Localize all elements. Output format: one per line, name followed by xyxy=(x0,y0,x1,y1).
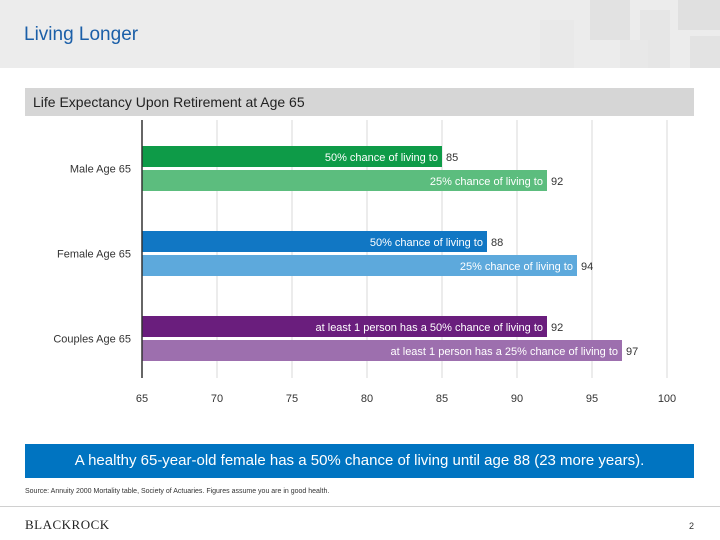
chart-subtitle-bar: Life Expectancy Upon Retirement at Age 6… xyxy=(25,88,694,116)
life-expectancy-chart: Male Age 65 50% chance of living to 85 25% … xyxy=(53,120,676,405)
category-label: Male Age 65 xyxy=(70,164,131,176)
bar xyxy=(142,231,487,252)
bar-label: at least 1 person has a 25% chance of li… xyxy=(391,346,618,358)
bar-value-label: 85 xyxy=(446,152,458,164)
blackrock-logo: BLACKROCK xyxy=(25,517,110,532)
bar-label: at least 1 person has a 50% chance of li… xyxy=(316,322,543,334)
x-tick-label: 75 xyxy=(286,393,298,405)
bar xyxy=(142,316,547,337)
chart-subtitle: Life Expectancy Upon Retirement at Age 6… xyxy=(33,94,305,110)
bar xyxy=(142,170,547,191)
footer-divider xyxy=(0,506,720,507)
decorative-pattern xyxy=(540,0,720,68)
bar xyxy=(142,340,622,361)
x-tick-label: 95 xyxy=(586,393,598,405)
bar-value-label: 92 xyxy=(551,176,563,188)
x-tick-label: 100 xyxy=(658,393,676,405)
bar-label: 25% chance of living to xyxy=(460,261,573,273)
callout-banner: A healthy 65-year-old female has a 50% c… xyxy=(25,444,694,478)
x-tick-label: 65 xyxy=(136,393,148,405)
header: Living Longer xyxy=(0,0,720,68)
bar-value-label: 97 xyxy=(626,346,638,358)
bar-value-label: 88 xyxy=(491,237,503,249)
bar-label: 25% chance of living to xyxy=(430,176,543,188)
category-label: Couples Age 65 xyxy=(53,334,131,346)
bar-label: 50% chance of living to xyxy=(370,237,483,249)
category-label: Female Age 65 xyxy=(57,249,131,261)
page-number: 2 xyxy=(688,521,694,531)
page-title: Living Longer xyxy=(24,24,139,45)
x-tick-label: 85 xyxy=(436,393,448,405)
bar xyxy=(142,146,442,167)
x-tick-label: 80 xyxy=(361,393,373,405)
bar-value-label: 94 xyxy=(581,261,593,273)
bar-value-label: 92 xyxy=(551,322,563,334)
bar xyxy=(142,255,577,276)
bar-label: 50% chance of living to xyxy=(325,152,438,164)
x-tick-label: 70 xyxy=(211,393,223,405)
x-tick-label: 90 xyxy=(511,393,523,405)
source-note: Source: Annuity 2000 Mortality table, So… xyxy=(25,488,330,495)
